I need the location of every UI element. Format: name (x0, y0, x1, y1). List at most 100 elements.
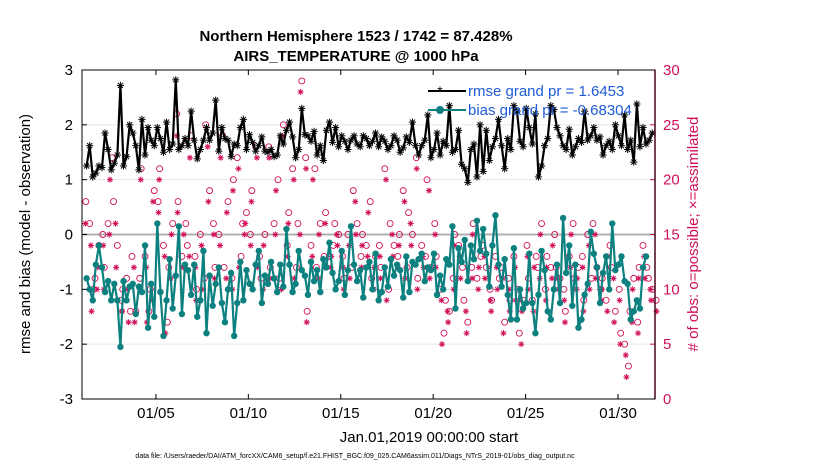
bias-point (117, 343, 124, 351)
rmse-point (156, 134, 164, 143)
bias-point (636, 305, 644, 312)
rmse-point (310, 127, 318, 136)
bias-point (151, 313, 158, 320)
obs-possible-marker (349, 187, 357, 195)
bias-series (83, 212, 650, 351)
rmse-point (147, 136, 155, 144)
obs-possible-marker (366, 198, 374, 206)
x-tick-label: 01/30 (599, 405, 637, 422)
bias-point (602, 253, 610, 260)
obs-possible-marker (233, 154, 241, 162)
obs-assimilated-marker (445, 319, 452, 326)
rmse-point (239, 115, 247, 123)
rmse-point (371, 129, 380, 137)
obs-possible-marker (460, 296, 468, 304)
bias-point (581, 291, 588, 299)
bias-point (433, 291, 441, 299)
rmse-point (378, 133, 386, 141)
bias-point (89, 297, 96, 304)
bias-point (181, 261, 189, 268)
rmse-point (224, 136, 232, 144)
obs-assimilated-marker (180, 231, 187, 238)
bias-point (120, 277, 127, 285)
bias-point (495, 261, 502, 268)
obs-assimilated-marker (229, 187, 236, 194)
obs-possible-marker (395, 231, 403, 238)
obs-assimilated-marker (488, 308, 495, 315)
bias-point (313, 266, 321, 274)
rmse-point (581, 107, 589, 115)
obs-assimilated-marker (247, 242, 254, 249)
rmse-point (531, 110, 540, 118)
rmse-point (288, 133, 297, 141)
bias-point (440, 286, 447, 293)
bias-point (492, 212, 499, 219)
obs-possible-marker (515, 329, 523, 337)
rmse-point (301, 131, 309, 139)
rmse-point (365, 142, 374, 150)
rmse-point (642, 140, 650, 148)
rmse-point (464, 178, 472, 187)
rmse-point (347, 136, 355, 144)
obs-assimilated-marker (303, 165, 310, 172)
x-axis: 01/05 01/10 01/15 01/20 01/25 01/30 (137, 70, 637, 422)
rmse-point (424, 111, 432, 119)
obs-possible-marker (538, 220, 546, 227)
bias-point (341, 291, 349, 299)
obs-assimilated-marker (438, 297, 445, 304)
bias-point (486, 283, 493, 290)
bias-point (224, 286, 232, 293)
bias-point (393, 261, 401, 268)
bias-point (191, 261, 198, 268)
obs-assimilated-marker (389, 231, 396, 238)
bias-point (387, 255, 395, 263)
x-tick-label: 01/20 (414, 405, 452, 422)
rmse-point (421, 136, 429, 144)
rmse-point (387, 142, 395, 150)
obs-assimilated-marker (155, 209, 162, 216)
rmse-point (384, 145, 392, 154)
obs-assimilated-marker (186, 154, 193, 161)
rmse-point (178, 142, 186, 150)
rmse-point (608, 145, 616, 154)
bias-point (255, 247, 262, 255)
obs-possible-marker (261, 231, 269, 238)
obs-assimilated-marker (604, 308, 611, 315)
rmse-point (86, 142, 94, 150)
bias-point (326, 239, 333, 246)
obs-possible-marker (409, 231, 416, 238)
rmse-point (488, 143, 496, 151)
obs-assimilated-marker (253, 154, 260, 161)
obs-assimilated-marker (186, 253, 193, 260)
obs-possible-marker (523, 242, 531, 249)
obs-assimilated-marker (518, 341, 525, 348)
rmse-point (498, 142, 506, 150)
obs-possible-marker (243, 209, 250, 217)
rmse-point (630, 158, 638, 166)
obs-assimilated-marker (296, 231, 303, 238)
obs-possible-marker (399, 187, 407, 195)
bias-point (436, 272, 444, 279)
obs-assimilated-marker (88, 308, 95, 315)
rmse-point (614, 132, 623, 140)
bias-point (264, 280, 272, 288)
rmse-point (587, 132, 595, 140)
bias-point (166, 255, 173, 263)
rmse-point (454, 126, 463, 134)
y-tick-label: 1 (65, 172, 73, 189)
obs-assimilated-marker (217, 154, 224, 161)
rmse-point (396, 148, 404, 156)
obs-possible-marker (285, 209, 293, 217)
rmse-point (282, 126, 291, 134)
rmse-point (433, 129, 441, 137)
rmse-point (436, 151, 444, 159)
bias-point (366, 258, 373, 266)
obs-possible-marker (543, 252, 551, 260)
obs-assimilated-marker (426, 275, 433, 282)
obs-assimilated-marker (303, 319, 310, 326)
obs-assimilated-marker (432, 231, 439, 238)
rmse-point (332, 123, 340, 132)
bias-point (470, 255, 478, 263)
x-tick-label: 01/10 (230, 405, 268, 422)
obs-assimilated-marker (617, 341, 624, 348)
